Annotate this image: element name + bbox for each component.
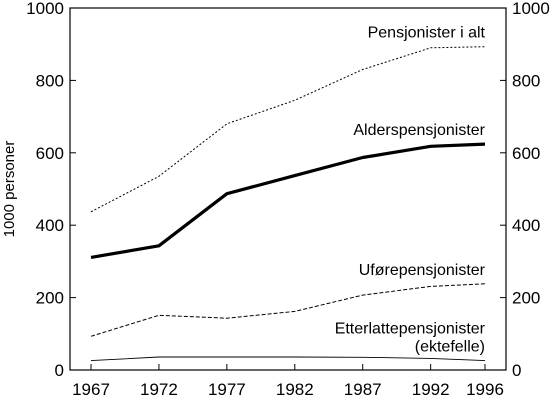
- y-tick-label-left: 0: [55, 361, 64, 380]
- y-tick-label-left: 800: [36, 71, 64, 90]
- x-tick-label: 1972: [140, 380, 178, 399]
- y-axis-title: 1000 personer: [1, 141, 18, 238]
- y-tick-label-left: 400: [36, 216, 64, 235]
- x-tick-label: 1987: [344, 380, 382, 399]
- y-tick-label-left: 600: [36, 144, 64, 163]
- x-tick-label: 1996: [466, 380, 504, 399]
- series-lines: [90, 46, 486, 362]
- series-labels: Pensjonister i alt Alderspensjonister Ufør…: [335, 25, 486, 356]
- series-label-3: Etterlattepensjonister: [335, 321, 486, 338]
- series-line-3: [90, 356, 486, 362]
- x-tick-label: 1982: [276, 380, 314, 399]
- x-tick-label: 1967: [72, 380, 110, 399]
- y-tick-label-left: 1000: [26, 0, 64, 18]
- y-tick-label-right: 600: [512, 144, 540, 163]
- series-line-1: [90, 142, 486, 259]
- y-tick-label-right: 200: [512, 289, 540, 308]
- series-line-0: [90, 46, 486, 213]
- x-tick-label: 1977: [208, 380, 246, 399]
- y-tick-label-right: 800: [512, 71, 540, 90]
- y-tick-label-right: 1000: [512, 0, 550, 18]
- series-label-0: Pensjonister i alt: [368, 25, 486, 42]
- y-tick-label-left: 200: [36, 289, 64, 308]
- plot-frame: [69, 7, 507, 371]
- series-line-2: [90, 283, 486, 337]
- y-tick-label-right: 0: [512, 361, 521, 380]
- x-tick-label: 1992: [412, 380, 450, 399]
- series-label-1: Alderspensjonister: [353, 122, 485, 139]
- series-label-3: (ektefelle): [415, 339, 485, 356]
- series-label-2: Uførepensjonister: [359, 262, 486, 279]
- axis-ticks: 0 0 200 200 400 400 600 600 800 800 1000 1000 1967 19…: [26, 0, 550, 399]
- y-tick-label-right: 400: [512, 216, 540, 235]
